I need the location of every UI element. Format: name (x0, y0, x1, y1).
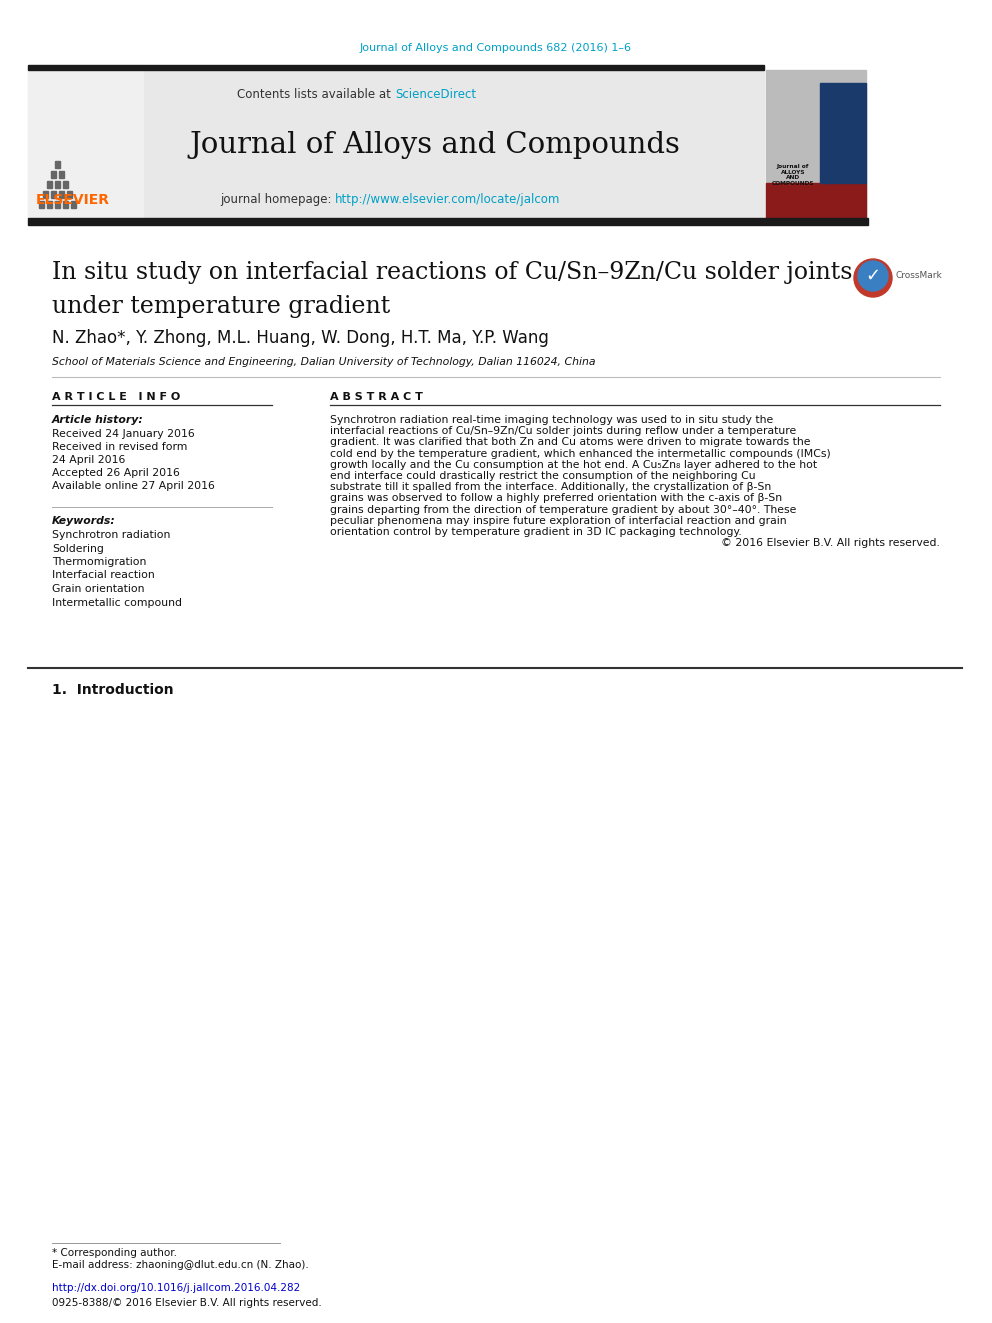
Text: orientation control by temperature gradient in 3D IC packaging technology.: orientation control by temperature gradi… (330, 527, 742, 537)
Text: Journal of
ALLOYS
AND
COMPOUNDS: Journal of ALLOYS AND COMPOUNDS (772, 164, 814, 187)
Text: In situ study on interfacial reactions of Cu/Sn–9Zn/Cu solder joints: In situ study on interfacial reactions o… (52, 261, 852, 283)
Text: School of Materials Science and Engineering, Dalian University of Technology, Da: School of Materials Science and Engineer… (52, 357, 595, 366)
Text: cold end by the temperature gradient, which enhanced the intermetallic compounds: cold end by the temperature gradient, wh… (330, 448, 830, 459)
Text: Received 24 January 2016: Received 24 January 2016 (52, 429, 194, 439)
Text: ✓: ✓ (865, 267, 881, 284)
Text: A B S T R A C T: A B S T R A C T (330, 392, 423, 402)
Bar (28, 70, 764, 218)
Text: Journal of Alloys and Compounds 682 (2016) 1–6: Journal of Alloys and Compounds 682 (201… (360, 44, 632, 53)
Text: substrate till it spalled from the interface. Additionally, the crystallization : substrate till it spalled from the inter… (330, 482, 771, 492)
Text: Article history:: Article history: (52, 415, 144, 425)
Bar (63, 201, 68, 208)
Text: interfacial reactions of Cu/Sn–9Zn/Cu solder joints during reflow under a temper: interfacial reactions of Cu/Sn–9Zn/Cu so… (330, 426, 797, 437)
Text: Keywords:: Keywords: (52, 516, 116, 527)
Bar (51, 171, 56, 179)
Text: N. Zhao*, Y. Zhong, M.L. Huang, W. Dong, H.T. Ma, Y.P. Wang: N. Zhao*, Y. Zhong, M.L. Huang, W. Dong,… (52, 329, 549, 347)
Text: http://www.elsevier.com/locate/jalcom: http://www.elsevier.com/locate/jalcom (335, 193, 560, 206)
Text: end interface could drastically restrict the consumption of the neighboring Cu: end interface could drastically restrict… (330, 471, 756, 482)
Bar (39, 201, 44, 208)
Text: Available online 27 April 2016: Available online 27 April 2016 (52, 482, 215, 491)
Text: A R T I C L E   I N F O: A R T I C L E I N F O (52, 392, 181, 402)
Text: Soldering: Soldering (52, 544, 104, 553)
Text: growth locally and the Cu consumption at the hot end. A Cu₅Zn₈ layer adhered to : growth locally and the Cu consumption at… (330, 460, 817, 470)
Bar (28, 70, 143, 218)
Text: peculiar phenomena may inspire future exploration of interfacial reaction and gr: peculiar phenomena may inspire future ex… (330, 516, 787, 525)
Bar (766, 183, 866, 218)
Text: 0925-8388/© 2016 Elsevier B.V. All rights reserved.: 0925-8388/© 2016 Elsevier B.V. All right… (52, 1298, 321, 1308)
Bar (47, 201, 52, 208)
Text: ELSEVIER: ELSEVIER (36, 193, 110, 206)
Text: Interfacial reaction: Interfacial reaction (52, 570, 155, 581)
Text: Received in revised form: Received in revised form (52, 442, 187, 452)
Text: grains was observed to follow a highly preferred orientation with the c-axis of : grains was observed to follow a highly p… (330, 493, 782, 503)
Bar (28, 218, 868, 225)
Text: * Corresponding author.: * Corresponding author. (52, 1248, 177, 1258)
Bar (55, 161, 60, 168)
Text: grains departing from the direction of temperature gradient by about 30°–40°. Th: grains departing from the direction of t… (330, 504, 797, 515)
Bar (51, 191, 56, 198)
Circle shape (854, 259, 892, 296)
Bar (43, 191, 48, 198)
Text: © 2016 Elsevier B.V. All rights reserved.: © 2016 Elsevier B.V. All rights reserved… (721, 538, 940, 548)
Text: E-mail address: zhaoning@dlut.edu.cn (N. Zhao).: E-mail address: zhaoning@dlut.edu.cn (N.… (52, 1259, 309, 1270)
Bar (71, 201, 76, 208)
Text: Journal of Alloys and Compounds: Journal of Alloys and Compounds (189, 131, 681, 159)
Text: Synchrotron radiation real-time imaging technology was used to in situ study the: Synchrotron radiation real-time imaging … (330, 415, 773, 425)
Bar (59, 171, 64, 179)
Text: Contents lists available at: Contents lists available at (237, 89, 395, 102)
Bar (28, 65, 764, 70)
Text: gradient. It was clarified that both Zn and Cu atoms were driven to migrate towa: gradient. It was clarified that both Zn … (330, 438, 810, 447)
Circle shape (858, 261, 888, 291)
Text: ScienceDirect: ScienceDirect (395, 89, 476, 102)
Text: journal homepage:: journal homepage: (220, 193, 335, 206)
Text: Synchrotron radiation: Synchrotron radiation (52, 531, 171, 540)
Text: 1.  Introduction: 1. Introduction (52, 683, 174, 697)
Bar (766, 70, 866, 218)
Bar (55, 181, 60, 188)
Bar (59, 191, 64, 198)
Bar (55, 201, 60, 208)
Bar (67, 191, 72, 198)
Text: under temperature gradient: under temperature gradient (52, 295, 390, 319)
Text: Grain orientation: Grain orientation (52, 583, 145, 594)
Text: 24 April 2016: 24 April 2016 (52, 455, 125, 464)
Text: Accepted 26 April 2016: Accepted 26 April 2016 (52, 468, 180, 478)
Text: CrossMark: CrossMark (895, 271, 941, 280)
Text: Thermomigration: Thermomigration (52, 557, 147, 568)
Text: Intermetallic compound: Intermetallic compound (52, 598, 182, 607)
Bar (820, 83, 866, 183)
Bar (63, 181, 68, 188)
Bar (47, 181, 52, 188)
Text: http://dx.doi.org/10.1016/j.jallcom.2016.04.282: http://dx.doi.org/10.1016/j.jallcom.2016… (52, 1283, 301, 1293)
